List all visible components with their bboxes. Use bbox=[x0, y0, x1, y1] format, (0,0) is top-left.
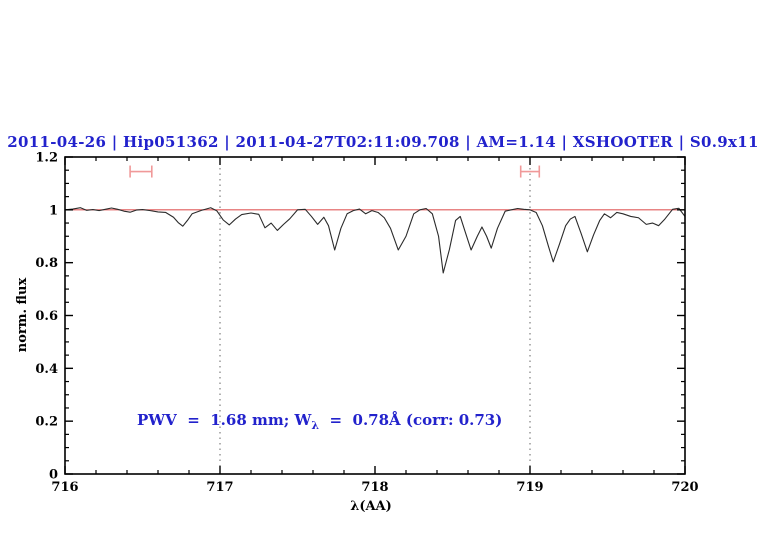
x-tick-label: 716 bbox=[51, 480, 78, 495]
y-tick-label: 0.8 bbox=[35, 256, 58, 271]
y-axis-label: norm. flux bbox=[15, 278, 30, 353]
axis-ticks bbox=[64, 156, 686, 475]
x-tick-label: 717 bbox=[206, 480, 233, 495]
pwv-annotation-lambda-subscript: λ bbox=[311, 419, 320, 432]
x-tick-label: 719 bbox=[516, 480, 543, 495]
plot-title: 2011-04-26 | Hip051362 | 2011-04-27T02:1… bbox=[7, 133, 759, 151]
x-tick-label: 718 bbox=[361, 480, 388, 495]
x-tick-label: 720 bbox=[671, 480, 698, 495]
spectrum-series-path bbox=[64, 207, 686, 274]
pwv-annotation-part1: PWV = 1.68 mm; W bbox=[137, 411, 312, 429]
pwv-annotation-part2: = 0.78Å (corr: 0.73) bbox=[319, 411, 503, 429]
y-tick-label: 0 bbox=[49, 468, 58, 483]
y-tick-label: 1.2 bbox=[35, 151, 58, 166]
y-tick-label: 0.4 bbox=[35, 362, 58, 377]
dotted-reference-lines bbox=[219, 157, 531, 474]
y-tick-label: 0.6 bbox=[35, 309, 58, 324]
axis-tick-labels: 716 717 718 719 720 0 0.2 0.4 0.6 0.8 1 1.2 bbox=[35, 151, 698, 496]
y-tick-label: 1 bbox=[49, 203, 58, 218]
spectrum-line bbox=[64, 207, 686, 274]
y-tick-label: 0.2 bbox=[35, 415, 58, 430]
pwv-annotation: PWV = 1.68 mm; Wλ = 0.78Å (corr: 0.73) bbox=[137, 411, 502, 432]
band-range-markers bbox=[129, 165, 541, 178]
x-axis-label: λ(AA) bbox=[350, 499, 392, 514]
